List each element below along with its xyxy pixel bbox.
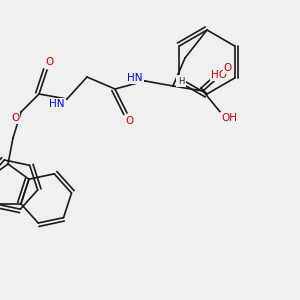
Text: HO: HO <box>211 70 227 80</box>
Text: OH: OH <box>221 113 237 123</box>
Text: HN: HN <box>49 99 65 109</box>
Text: O: O <box>46 57 54 67</box>
Text: O: O <box>126 116 134 126</box>
Text: O: O <box>11 113 19 123</box>
Text: HN: HN <box>127 73 143 83</box>
Text: H: H <box>178 76 184 85</box>
Text: O: O <box>224 63 232 73</box>
